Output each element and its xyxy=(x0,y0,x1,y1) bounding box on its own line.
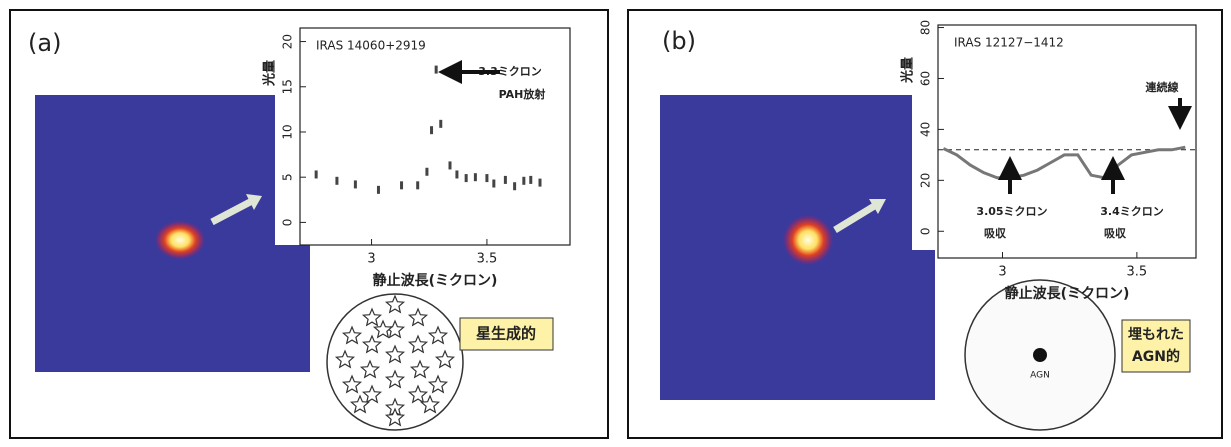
x-axis-label: 静止波長(ミクロン) xyxy=(373,272,498,289)
badge-text: 埋もれた xyxy=(1128,327,1184,343)
data-point xyxy=(529,176,532,184)
annotation: PAH放射 xyxy=(499,87,546,101)
plot-frame xyxy=(938,25,1196,258)
source xyxy=(154,220,206,260)
data-point xyxy=(474,173,477,181)
data-point xyxy=(435,66,438,74)
annotation: 吸収 xyxy=(1104,227,1127,240)
y-tick-label: 60 xyxy=(919,71,933,86)
data-point xyxy=(315,170,318,178)
annotation: 吸収 xyxy=(984,227,1007,240)
y-tick-label: 80 xyxy=(919,20,933,35)
annotation: 3.4ミクロン xyxy=(1100,205,1164,218)
y-tick-label: 0 xyxy=(919,227,933,235)
source xyxy=(782,214,834,266)
panel-label: (b) xyxy=(662,27,696,55)
plot-frame xyxy=(300,28,570,245)
data-point xyxy=(449,161,452,169)
panel-label: (a) xyxy=(28,29,61,57)
data-point xyxy=(539,179,542,187)
x-tick-label: 3 xyxy=(367,252,375,267)
y-tick-label: 20 xyxy=(281,34,295,49)
data-point xyxy=(465,174,468,182)
y-tick-label: 0 xyxy=(281,219,295,227)
y-axis-label: 光量 xyxy=(262,60,278,87)
data-point xyxy=(455,170,458,178)
x-tick-label: 3.5 xyxy=(477,252,498,267)
data-point xyxy=(335,177,338,185)
data-point xyxy=(485,174,488,182)
agn-label: AGN xyxy=(1030,371,1050,381)
data-point xyxy=(439,120,442,128)
data-point xyxy=(416,181,419,189)
x-axis-label: 静止波長(ミクロン) xyxy=(1005,285,1130,302)
y-tick-label: 5 xyxy=(281,173,295,181)
data-point xyxy=(354,180,357,188)
badge-text: 星生成的 xyxy=(476,325,536,343)
annotation: 連続線 xyxy=(1146,80,1179,94)
data-point xyxy=(400,181,403,189)
x-tick-label: 3.5 xyxy=(1127,265,1148,280)
chart-title: IRAS 12127−1412 xyxy=(954,36,1064,50)
badge-text: AGN的 xyxy=(1132,348,1180,365)
data-point xyxy=(492,180,495,188)
chart-title: IRAS 14060+2919 xyxy=(316,39,426,53)
y-tick-label: 15 xyxy=(281,79,295,94)
data-point xyxy=(504,176,507,184)
data-point xyxy=(513,182,516,190)
y-axis-label: 光量 xyxy=(900,57,916,84)
data-point xyxy=(430,126,433,134)
y-tick-label: 40 xyxy=(919,122,933,137)
figure: AGN 星生成的 埋もれた AGN的 (a) (b) 3 3.5 0 5 10 15 20 I… xyxy=(0,0,1231,443)
agn-dot xyxy=(1033,348,1047,362)
data-point xyxy=(522,177,525,185)
x-tick-label: 3 xyxy=(998,265,1006,280)
data-point xyxy=(425,168,428,176)
annotation: 3.05ミクロン xyxy=(976,205,1047,218)
y-tick-label: 20 xyxy=(919,173,933,188)
data-point xyxy=(377,186,380,194)
y-tick-label: 10 xyxy=(281,124,295,139)
